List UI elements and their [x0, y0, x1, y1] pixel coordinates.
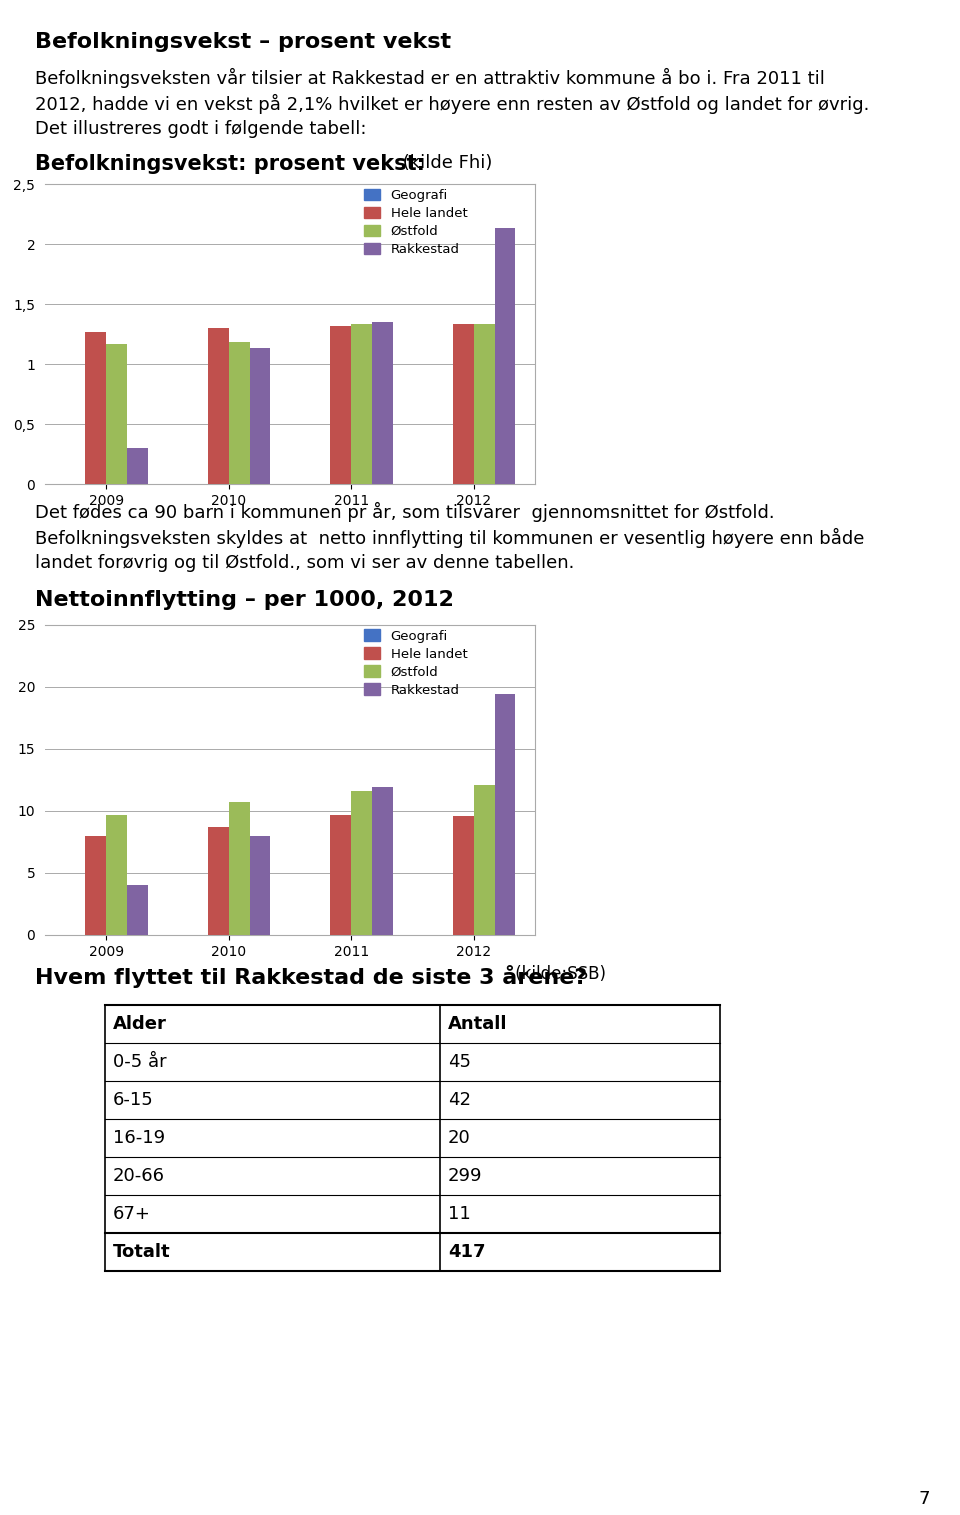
Text: 299: 299	[448, 1167, 483, 1185]
Text: 16-19: 16-19	[113, 1129, 165, 1147]
Bar	[351, 324, 372, 483]
Text: Befolkningsveksten skyldes at  netto innflytting til kommunen er vesentlig høyer: Befolkningsveksten skyldes at netto innf…	[35, 529, 864, 548]
Bar	[330, 326, 351, 483]
Bar	[473, 324, 494, 483]
Bar	[372, 788, 393, 935]
Bar	[473, 785, 494, 935]
Text: 42: 42	[448, 1091, 471, 1109]
Text: 0-5 år: 0-5 år	[113, 1053, 167, 1071]
Bar	[250, 348, 271, 483]
Text: 11: 11	[448, 1204, 470, 1223]
Bar	[208, 329, 228, 483]
Text: Hvem flyttet til Rakkestad de siste 3 årene?: Hvem flyttet til Rakkestad de siste 3 år…	[35, 965, 588, 988]
Text: Befolkningsveksten vår tilsier at Rakkestad er en attraktiv kommune å bo i. Fra : Befolkningsveksten vår tilsier at Rakkes…	[35, 68, 825, 88]
Legend: Geografi, Hele landet, Østfold, Rakkestad: Geografi, Hele landet, Østfold, Rakkesta…	[360, 185, 471, 261]
Text: 20: 20	[448, 1129, 470, 1147]
Text: (kilde Fhi): (kilde Fhi)	[397, 155, 492, 173]
Bar	[228, 803, 250, 935]
Text: 7: 7	[919, 1489, 930, 1507]
Text: (kilde:SSB): (kilde:SSB)	[510, 965, 606, 983]
Bar	[250, 836, 271, 935]
Bar	[127, 885, 148, 935]
Legend: Geografi, Hele landet, Østfold, Rakkestad: Geografi, Hele landet, Østfold, Rakkesta…	[360, 626, 471, 701]
Text: 20-66: 20-66	[113, 1167, 165, 1185]
Bar	[228, 342, 250, 483]
Bar	[453, 324, 473, 483]
Text: Totalt: Totalt	[113, 1242, 171, 1260]
Text: Befolkningsvekst – prosent vekst: Befolkningsvekst – prosent vekst	[35, 32, 451, 52]
Text: Alder: Alder	[113, 1015, 167, 1033]
Text: Det illustreres godt i følgende tabell:: Det illustreres godt i følgende tabell:	[35, 120, 367, 138]
Text: 45: 45	[448, 1053, 471, 1071]
Bar	[351, 791, 372, 935]
Text: Antall: Antall	[448, 1015, 508, 1033]
Bar	[107, 344, 127, 483]
Bar	[453, 817, 473, 935]
Text: Nettoinnflytting – per 1000, 2012: Nettoinnflytting – per 1000, 2012	[35, 589, 454, 611]
Text: 417: 417	[448, 1242, 486, 1260]
Text: 2012, hadde vi en vekst på 2,1% hvilket er høyere enn resten av Østfold og lande: 2012, hadde vi en vekst på 2,1% hvilket …	[35, 94, 870, 114]
Bar	[494, 229, 516, 483]
Bar	[494, 694, 516, 935]
Bar	[127, 448, 148, 483]
Text: 6-15: 6-15	[113, 1091, 154, 1109]
Text: landet forøvrig og til Østfold., som vi ser av denne tabellen.: landet forøvrig og til Østfold., som vi …	[35, 554, 574, 573]
Bar	[85, 836, 107, 935]
Text: Befolkningsvekst: prosent vekst:: Befolkningsvekst: prosent vekst:	[35, 155, 425, 174]
Bar	[85, 332, 107, 483]
Bar	[372, 323, 393, 483]
Text: 67+: 67+	[113, 1204, 151, 1223]
Text: Det fødes ca 90 barn i kommunen pr år, som tilsvarer  gjennomsnittet for Østfold: Det fødes ca 90 barn i kommunen pr år, s…	[35, 501, 775, 523]
Bar	[208, 827, 228, 935]
Bar	[330, 815, 351, 935]
Bar	[107, 815, 127, 935]
